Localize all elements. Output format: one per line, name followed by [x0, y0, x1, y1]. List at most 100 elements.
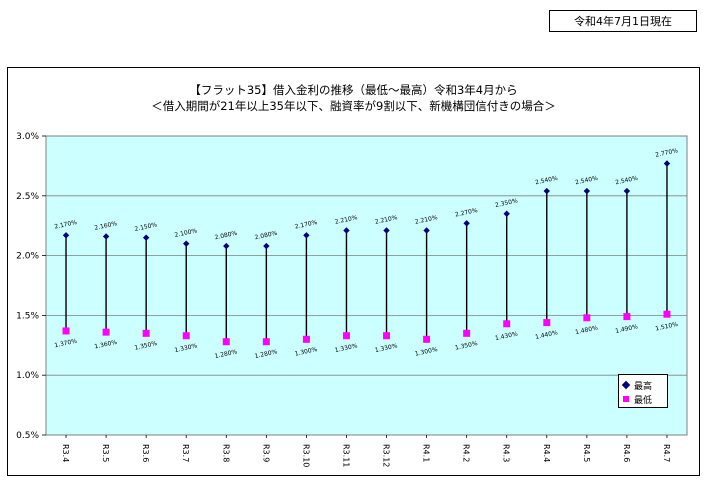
- min-data-label: 1.300%: [414, 346, 438, 358]
- x-tick-label: R3.10: [301, 444, 310, 467]
- x-tick-label: R3.7: [181, 444, 190, 462]
- max-point: [623, 187, 631, 195]
- max-data-label: 2.540%: [615, 175, 639, 187]
- range-lines: [65, 163, 668, 342]
- min-point: [423, 335, 431, 343]
- y-tick-label: 3.0%: [16, 132, 39, 142]
- legend-item-max: 最高: [621, 378, 667, 392]
- max-data-label: 2.170%: [54, 219, 78, 231]
- min-point: [503, 320, 511, 328]
- max-point: [223, 242, 230, 250]
- y-tick-label: 1.5%: [16, 311, 39, 321]
- min-point: [302, 335, 310, 343]
- max-data-label: 2.080%: [214, 230, 238, 242]
- max-data-label: 2.540%: [535, 175, 559, 187]
- legend: 最高 最低: [618, 374, 668, 408]
- min-data-label: 1.430%: [494, 330, 518, 342]
- min-data-label: 1.330%: [334, 342, 358, 354]
- legend-swatch-min: [623, 396, 629, 402]
- min-point: [383, 332, 391, 340]
- min-point: [142, 329, 150, 337]
- min-point: [663, 310, 671, 318]
- max-point: [543, 187, 550, 195]
- max-point: [583, 187, 591, 195]
- as-of-date: 令和4年7月1日現在: [574, 15, 672, 28]
- min-data-label: 1.490%: [615, 323, 639, 335]
- min-point: [583, 314, 591, 322]
- y-tick-label: 2.5%: [16, 192, 39, 202]
- x-tick-label: R3.8: [221, 444, 230, 462]
- min-point: [62, 327, 70, 335]
- min-data-label: 1.350%: [134, 340, 158, 352]
- max-point: [183, 240, 190, 247]
- max-data-label: 2.210%: [374, 214, 398, 226]
- y-tick-label: 2.0%: [16, 252, 39, 262]
- min-point: [342, 332, 350, 340]
- max-point: [423, 227, 430, 234]
- max-point: [463, 220, 470, 227]
- min-data-label: 1.360%: [94, 339, 118, 351]
- min-point: [102, 328, 110, 336]
- x-tick-label: R4.6: [622, 444, 631, 462]
- x-axis: R3.4 R3.5 R3.6 R3.7 R3.8 R3.9 R3.10 R3.11 R3.12 R…: [61, 435, 671, 467]
- x-tick-label: R3.6: [141, 444, 150, 462]
- x-tick-label: R3.11: [341, 444, 350, 467]
- max-data-label: 2.350%: [494, 197, 518, 209]
- legend-label-max: 最高: [634, 381, 653, 392]
- as-of-date-box: 令和4年7月1日現在: [549, 10, 697, 32]
- min-data-label: 1.330%: [174, 342, 198, 354]
- x-tick-label: R4.4: [542, 444, 551, 462]
- max-data-label: 2.540%: [575, 175, 599, 187]
- min-point: [623, 313, 631, 321]
- max-point: [263, 242, 270, 250]
- y-tick-label: 0.5%: [16, 431, 39, 441]
- x-tick-label: R4.7: [662, 444, 671, 462]
- min-data-label: 1.440%: [535, 329, 559, 341]
- x-tick-label: R4.2: [462, 444, 471, 462]
- max-data-label: 2.160%: [94, 220, 118, 232]
- max-point: [663, 160, 671, 167]
- max-point: [303, 232, 310, 239]
- y-tick-label: 1.0%: [16, 371, 39, 381]
- min-point: [262, 338, 270, 346]
- chart-subtitle: ＜借入期間が21年以上35年以下、融資率が9割以下、新機構団信付きの場合＞: [151, 99, 556, 113]
- min-data-label: 1.350%: [454, 340, 478, 352]
- min-data-label: 1.510%: [655, 321, 679, 333]
- min-point: [543, 319, 551, 327]
- x-tick-label: R3.4: [61, 444, 70, 462]
- max-data-label: 2.210%: [414, 214, 438, 226]
- legend-label-min: 最低: [634, 395, 653, 406]
- data-labels: 2.170% 2.160% 2.150% 2.100% 2.080% 2.080% 2.17…: [54, 147, 679, 360]
- min-data-label: 1.300%: [294, 346, 318, 358]
- x-tick-label: R4.1: [422, 444, 431, 462]
- max-data-label: 2.270%: [454, 207, 478, 219]
- max-data-label: 2.170%: [294, 219, 318, 231]
- data-marks: [62, 160, 671, 346]
- x-tick-label: R3.5: [101, 444, 110, 462]
- min-point: [182, 332, 190, 340]
- max-point: [62, 232, 70, 239]
- max-data-label: 2.100%: [174, 227, 198, 239]
- x-tick-label: R4.3: [502, 444, 511, 462]
- plot-area: [45, 135, 688, 436]
- max-point: [102, 233, 110, 240]
- min-data-label: 1.480%: [575, 324, 599, 336]
- legend-item-min: 最低: [623, 392, 667, 406]
- y-axis: 0.5% 1.0% 1.5% 2.0% 2.5% 3.0%: [16, 132, 46, 441]
- max-point: [503, 210, 510, 217]
- x-tick-label: R3.12: [382, 444, 391, 467]
- max-data-label: 2.080%: [254, 230, 278, 242]
- legend-swatch-max: [621, 380, 631, 390]
- max-point: [383, 227, 390, 234]
- chart-title: 【フラット35】借入金利の推移（最低～最高）令和3年4月から: [189, 83, 518, 97]
- min-data-label: 1.280%: [214, 348, 238, 360]
- min-data-label: 1.280%: [254, 348, 278, 360]
- x-tick-label: R4.5: [582, 444, 591, 462]
- max-point: [142, 234, 150, 241]
- max-point: [343, 227, 350, 234]
- min-point: [222, 338, 230, 346]
- min-data-label: 1.330%: [374, 342, 398, 354]
- max-data-label: 2.210%: [334, 214, 358, 226]
- x-tick-label: R3.9: [261, 444, 270, 462]
